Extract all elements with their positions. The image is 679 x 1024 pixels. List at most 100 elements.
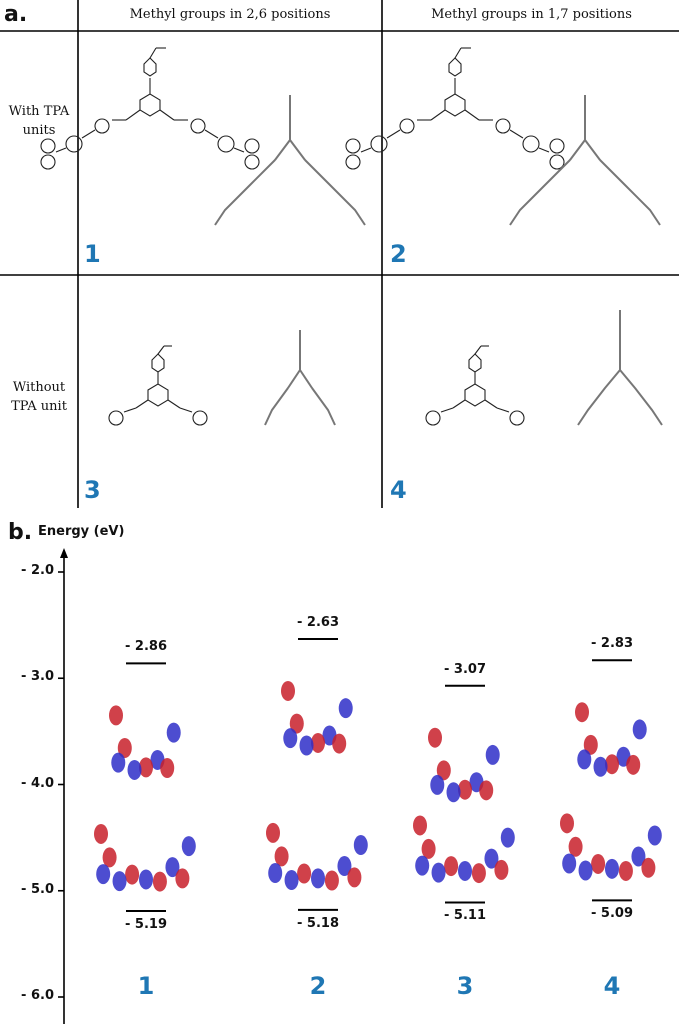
homo-label-4: - 5.09 xyxy=(591,906,633,922)
homo-orbital-1 xyxy=(102,847,117,868)
panel-a-label: a. xyxy=(4,2,28,27)
lumo-orbital-3 xyxy=(446,782,461,803)
homo-orbital-3 xyxy=(500,827,515,848)
y-tick-label: - 3.0 xyxy=(21,669,54,685)
y-axis-title: Energy (eV) xyxy=(38,524,125,539)
homo-orbital-2 xyxy=(266,822,280,843)
y-tick-label: - 2.0 xyxy=(21,563,54,578)
lumo-orbital-3 xyxy=(430,774,445,795)
homo-orbital-3 xyxy=(484,848,499,869)
homo-orbital-2 xyxy=(311,868,325,889)
row-header-line2: units xyxy=(22,123,56,138)
homo-orbital-4 xyxy=(605,858,619,879)
homo-orbital-2 xyxy=(353,835,368,856)
homo-orbital-4 xyxy=(641,857,656,878)
lumo-orbital-4 xyxy=(593,756,608,777)
homo-orbital-3 xyxy=(413,815,427,836)
molecule-number-4: 4 xyxy=(603,972,621,1000)
homo-orbital-4 xyxy=(647,825,662,846)
homo-label-2: - 5.18 xyxy=(297,915,339,931)
homo-orbital-2 xyxy=(347,867,362,888)
lumo-orbital-1 xyxy=(117,738,132,759)
lumo-orbital-1 xyxy=(111,752,126,773)
homo-label-1: - 5.19 xyxy=(125,916,167,932)
homo-orbital-1 xyxy=(112,871,127,892)
homo-orbital-4 xyxy=(560,813,574,834)
lumo-orbital-4 xyxy=(632,719,647,740)
lumo-orbital-3 xyxy=(428,727,442,748)
homo-orbital-2 xyxy=(268,863,283,884)
homo-orbital-3 xyxy=(415,855,430,876)
lumo-orbital-2 xyxy=(332,733,347,754)
homo-orbital-2 xyxy=(324,870,339,891)
cell-number-2: 2 xyxy=(390,240,407,268)
lumo-orbital-2 xyxy=(283,728,298,749)
molecule-number-1: 1 xyxy=(137,972,155,1000)
homo-orbital-2 xyxy=(337,856,352,877)
lumo-orbital-2 xyxy=(281,680,295,701)
homo-orbital-4 xyxy=(591,853,606,874)
lumo-orbital-2 xyxy=(299,735,314,756)
homo-orbital-1 xyxy=(139,869,153,890)
homo-orbital-2 xyxy=(284,870,299,891)
panel-b-label: b. xyxy=(8,520,33,545)
y-tick-label: - 4.0 xyxy=(21,775,54,791)
homo-orbital-3 xyxy=(458,860,472,881)
molecule-number-3: 3 xyxy=(456,972,474,1000)
homo-orbital-3 xyxy=(471,863,486,884)
y-tick-label: - 6.0 xyxy=(21,988,54,1003)
lumo-label-1: - 2.86 xyxy=(125,639,167,655)
homo-orbital-4 xyxy=(618,860,633,881)
column-header-17: Methyl groups in 1,7 positions xyxy=(431,7,632,22)
lumo-orbital-3 xyxy=(436,760,451,781)
row-header-line2: TPA unit xyxy=(11,399,67,414)
lumo-orbital-4 xyxy=(575,702,589,723)
row-header-line1: Without xyxy=(12,380,66,395)
homo-label-3: - 5.11 xyxy=(444,908,486,924)
row-header-line1: With TPA xyxy=(8,104,70,119)
cell-number-3: 3 xyxy=(84,476,101,504)
lumo-orbital-3 xyxy=(458,779,472,800)
lumo-orbital-1 xyxy=(139,757,153,778)
lumo-orbital-2 xyxy=(311,732,325,753)
lumo-label-4: - 2.83 xyxy=(591,636,633,652)
lumo-orbital-1 xyxy=(127,759,142,780)
row-header-with-tpa: With TPA units xyxy=(0,102,78,140)
homo-orbital-3 xyxy=(494,859,509,880)
lumo-orbital-4 xyxy=(577,749,592,770)
homo-orbital-4 xyxy=(562,853,577,874)
lumo-orbital-1 xyxy=(160,758,175,779)
homo-orbital-1 xyxy=(96,864,111,885)
lumo-orbital-3 xyxy=(479,780,494,801)
lumo-orbital-4 xyxy=(583,734,598,755)
lumo-orbital-1 xyxy=(166,722,181,743)
y-tick-label: - 5.0 xyxy=(21,881,54,897)
homo-orbital-1 xyxy=(125,864,140,885)
lumo-orbital-3 xyxy=(485,744,500,765)
cell-number-4: 4 xyxy=(390,476,407,504)
homo-orbital-1 xyxy=(94,823,108,844)
lumo-orbital-4 xyxy=(626,754,641,775)
homo-orbital-2 xyxy=(297,863,312,884)
homo-orbital-1 xyxy=(181,836,196,857)
homo-orbital-4 xyxy=(578,860,593,881)
lumo-label-2: - 2.63 xyxy=(297,614,339,630)
molecule-number-2: 2 xyxy=(309,972,327,1000)
homo-orbital-4 xyxy=(568,836,583,857)
column-header-26: Methyl groups in 2,6 positions xyxy=(129,7,331,22)
lumo-label-3: - 3.07 xyxy=(444,661,486,677)
lumo-orbital-4 xyxy=(605,754,619,775)
y-axis-arrow xyxy=(60,548,68,558)
homo-orbital-3 xyxy=(431,862,446,883)
lumo-orbital-2 xyxy=(289,713,304,734)
lumo-orbital-2 xyxy=(338,698,353,719)
cell-number-1: 1 xyxy=(84,240,101,268)
homo-orbital-1 xyxy=(152,871,167,892)
homo-orbital-2 xyxy=(274,846,289,867)
lumo-orbital-1 xyxy=(109,705,123,726)
row-header-without-tpa: Without TPA unit xyxy=(0,378,78,416)
homo-orbital-1 xyxy=(175,868,190,889)
